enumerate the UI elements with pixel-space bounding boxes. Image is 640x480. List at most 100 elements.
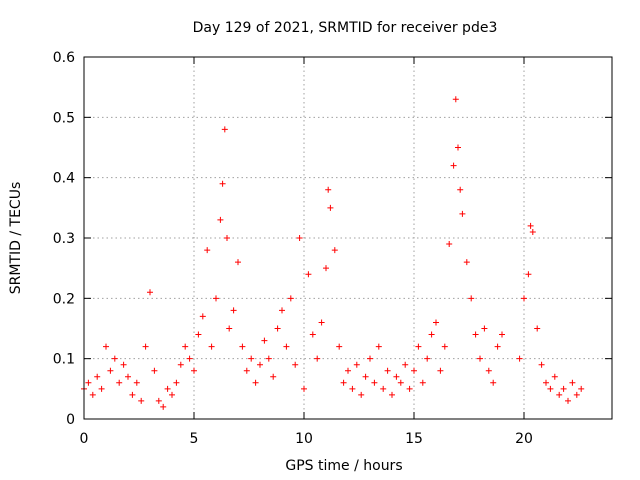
y-tick-label: 0.2: [53, 291, 75, 307]
data-point: [252, 379, 259, 386]
data-point: [103, 343, 109, 350]
data-point: [142, 343, 149, 350]
data-point: [186, 355, 193, 362]
data-point: [204, 247, 211, 254]
data-point: [463, 259, 470, 266]
data-point: [270, 373, 277, 380]
data-point: [208, 343, 215, 350]
data-point: [371, 379, 378, 386]
data-point: [98, 385, 105, 392]
data-point: [468, 295, 475, 302]
data-point: [437, 367, 444, 374]
data-point: [389, 391, 395, 398]
chart-title: Day 129 of 2021, SRMTID for receiver pde…: [193, 20, 498, 36]
data-point: [169, 391, 175, 398]
data-point: [111, 355, 118, 362]
data-point: [538, 361, 545, 368]
data-point: [257, 361, 263, 368]
data-point: [494, 343, 501, 350]
data-point: [230, 307, 237, 314]
data-point: [450, 162, 457, 169]
data-point: [287, 295, 294, 302]
data-point: [340, 379, 347, 386]
data-point: [116, 379, 123, 386]
data-point: [362, 373, 369, 380]
data-point: [358, 391, 365, 398]
data-point: [89, 391, 96, 398]
y-tick-label: 0.1: [53, 352, 75, 368]
data-point: [384, 367, 391, 374]
data-point: [224, 235, 230, 241]
x-tick-label: 10: [295, 431, 313, 447]
data-point: [556, 391, 563, 398]
data-point: [129, 391, 136, 398]
data-point: [151, 367, 158, 374]
data-point: [516, 355, 523, 362]
data-point: [375, 343, 382, 350]
data-point: [349, 385, 356, 392]
data-point: [173, 379, 180, 386]
data-point: [147, 289, 153, 296]
data-point: [402, 361, 409, 368]
data-point: [314, 355, 321, 362]
data-point: [226, 325, 233, 332]
data-point: [419, 379, 426, 386]
data-point: [199, 313, 206, 320]
scatter-points: [81, 96, 585, 410]
data-point: [565, 397, 571, 404]
data-point: [283, 343, 290, 350]
data-point: [490, 379, 497, 386]
data-point: [155, 397, 162, 404]
data-point: [120, 361, 127, 368]
data-point: [569, 379, 576, 386]
data-point: [217, 216, 224, 223]
data-point: [331, 247, 338, 254]
data-point: [481, 325, 488, 332]
data-point: [336, 343, 343, 350]
x-tick-label: 0: [80, 431, 89, 447]
data-point: [125, 373, 131, 380]
data-point: [279, 307, 285, 314]
tick-labels: 0 0.1 0.2 0.3 0.4 0.5 0.6 0 5 10 15 20: [53, 50, 533, 447]
data-point: [560, 385, 567, 392]
x-tick-label: 20: [515, 431, 533, 447]
data-point: [411, 367, 417, 374]
data-point: [551, 373, 558, 380]
data-point: [428, 331, 435, 338]
data-point: [472, 331, 479, 338]
data-point: [323, 265, 329, 272]
data-point: [160, 403, 167, 410]
data-point: [274, 325, 281, 332]
data-point: [452, 96, 459, 103]
data-point: [547, 385, 554, 392]
data-point: [261, 337, 268, 344]
data-point: [457, 186, 464, 193]
data-point: [345, 367, 351, 374]
data-point: [529, 228, 536, 235]
data-point: [446, 241, 453, 248]
data-point: [107, 367, 114, 374]
y-tick-label: 0.5: [53, 110, 75, 126]
y-tick-label: 0.4: [53, 171, 75, 187]
data-point: [527, 222, 534, 229]
data-point: [521, 295, 527, 302]
data-point: [353, 361, 360, 368]
data-point: [485, 367, 492, 374]
data-point: [499, 331, 505, 338]
data-point: [309, 331, 316, 338]
grid-lines: [84, 57, 612, 419]
x-tick-label: 15: [405, 431, 423, 447]
y-tick-label: 0.3: [53, 231, 75, 247]
data-point: [235, 259, 241, 266]
data-point: [534, 325, 541, 332]
data-point: [296, 235, 303, 241]
data-point: [138, 397, 145, 404]
data-point: [477, 355, 483, 362]
y-axis-label: SRMTID / TECUs: [8, 182, 24, 295]
data-point: [380, 385, 387, 392]
x-axis-label: GPS time / hours: [285, 458, 402, 474]
data-point: [573, 391, 580, 398]
data-point: [213, 295, 219, 302]
data-point: [94, 373, 101, 380]
